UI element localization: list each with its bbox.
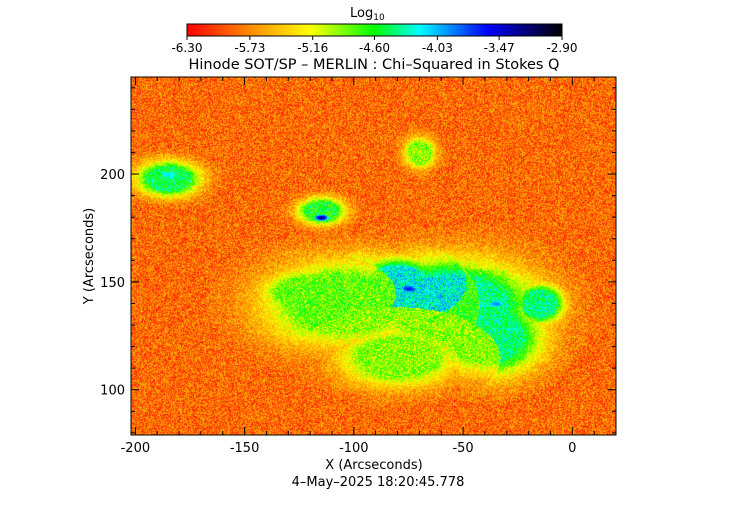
colorbar — [186, 23, 563, 37]
x-tick-label: -200 — [121, 441, 151, 456]
colorbar-tick-label: -3.47 — [484, 41, 515, 55]
colorbar-tick-label: -5.73 — [234, 41, 265, 55]
x-axis-ticks: -200 -150 -100 -50 0 — [121, 77, 617, 456]
timestamp: 4–May–2025 18:20:45.778 — [292, 475, 465, 490]
chart-title: Hinode SOT/SP – MERLIN : Chi–Squared in … — [189, 57, 560, 73]
heatmap-image — [131, 77, 616, 435]
x-tick-label: -150 — [230, 441, 260, 456]
y-axis-ticks: 100 150 200 — [100, 87, 616, 434]
x-tick-label: -100 — [339, 441, 369, 456]
colorbar-tick-label: -5.16 — [297, 41, 328, 55]
y-axis-label: Y (Arcseconds) — [82, 208, 97, 305]
x-axis-label: X (Arcseconds) — [325, 458, 422, 473]
y-tick-label: 200 — [100, 168, 125, 183]
colorbar-ticks: -6.30 -5.73 -5.16 -4.60 -4.03 -3.47 -2.90 — [171, 36, 578, 55]
y-tick-label: 100 — [100, 384, 125, 399]
colorbar-tick-label: -4.60 — [359, 41, 390, 55]
colorbar-tick-label: -6.30 — [171, 41, 202, 55]
x-tick-label: -50 — [452, 441, 473, 456]
colorbar-tick-label: -4.03 — [422, 41, 453, 55]
plot-frame — [130, 76, 617, 436]
x-tick-label: 0 — [568, 441, 576, 456]
colorbar-tick-label: -2.90 — [546, 41, 577, 55]
colorbar-label: Log10 — [350, 6, 385, 23]
y-tick-label: 150 — [100, 276, 125, 291]
